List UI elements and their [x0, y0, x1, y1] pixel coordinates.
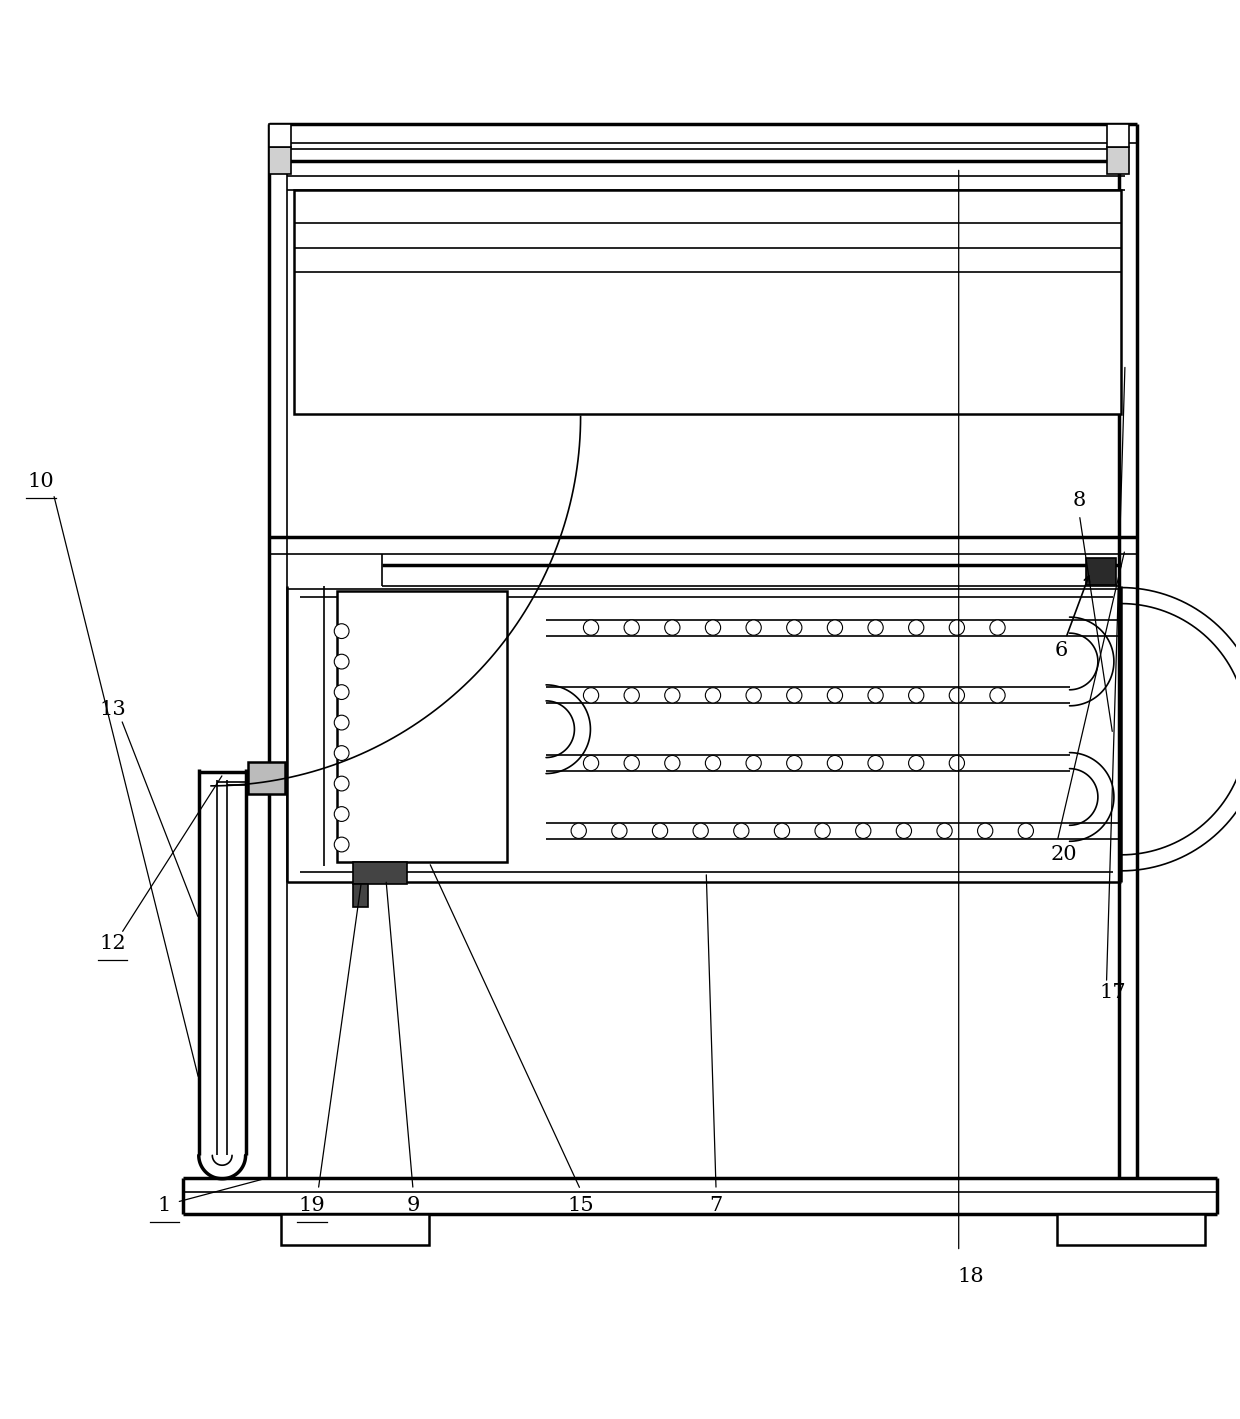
Circle shape [335, 685, 348, 700]
Circle shape [990, 620, 1006, 636]
Circle shape [706, 688, 720, 702]
Text: 13: 13 [99, 700, 126, 719]
Circle shape [624, 688, 640, 702]
Circle shape [335, 624, 348, 639]
Circle shape [335, 654, 348, 668]
Circle shape [950, 755, 965, 771]
Bar [294, 190, 1121, 414]
Circle shape [950, 620, 965, 636]
Circle shape [624, 755, 640, 771]
Text: 18: 18 [957, 1267, 985, 1286]
Circle shape [786, 688, 802, 702]
Circle shape [909, 688, 924, 702]
Circle shape [734, 823, 749, 839]
Circle shape [815, 823, 831, 839]
Bar [248, 762, 285, 795]
Circle shape [335, 806, 348, 822]
Text: 9: 9 [407, 1196, 420, 1215]
Text: 19: 19 [299, 1196, 325, 1215]
Bar [269, 125, 291, 146]
Text: 6: 6 [1054, 641, 1068, 660]
Circle shape [977, 823, 993, 839]
Circle shape [990, 688, 1006, 702]
Circle shape [868, 755, 883, 771]
Circle shape [583, 620, 599, 636]
Circle shape [572, 823, 587, 839]
Bar [1085, 558, 1116, 585]
Text: 10: 10 [27, 473, 55, 491]
Bar [352, 863, 407, 884]
Circle shape [909, 620, 924, 636]
Text: 8: 8 [1073, 491, 1086, 509]
Circle shape [774, 823, 790, 839]
Bar [269, 146, 291, 173]
Circle shape [583, 755, 599, 771]
Bar [1106, 125, 1128, 146]
Circle shape [1018, 823, 1033, 839]
Circle shape [786, 755, 802, 771]
Bar [281, 1215, 429, 1246]
Circle shape [868, 620, 883, 636]
Circle shape [937, 823, 952, 839]
Circle shape [665, 755, 680, 771]
Circle shape [611, 823, 627, 839]
Circle shape [665, 620, 680, 636]
Circle shape [335, 715, 348, 729]
Circle shape [624, 620, 640, 636]
Bar [352, 884, 367, 907]
Circle shape [827, 755, 842, 771]
Bar [1058, 1215, 1205, 1246]
Circle shape [786, 620, 802, 636]
Bar [1106, 146, 1128, 173]
Text: 15: 15 [567, 1196, 594, 1215]
Circle shape [909, 755, 924, 771]
Text: 20: 20 [1050, 846, 1076, 864]
Circle shape [583, 688, 599, 702]
Text: 17: 17 [1100, 983, 1126, 1002]
Circle shape [897, 823, 911, 839]
Circle shape [856, 823, 870, 839]
Circle shape [746, 620, 761, 636]
Circle shape [335, 837, 348, 851]
Text: 12: 12 [99, 934, 126, 954]
Circle shape [868, 688, 883, 702]
Circle shape [706, 620, 720, 636]
Text: 7: 7 [709, 1196, 723, 1215]
Bar [337, 592, 507, 863]
Circle shape [335, 745, 348, 761]
Circle shape [706, 755, 720, 771]
Circle shape [746, 688, 761, 702]
Circle shape [827, 688, 842, 702]
Circle shape [746, 755, 761, 771]
Circle shape [652, 823, 667, 839]
Circle shape [950, 688, 965, 702]
Circle shape [827, 620, 842, 636]
Text: 1: 1 [157, 1196, 171, 1215]
Circle shape [335, 776, 348, 790]
Circle shape [665, 688, 680, 702]
Circle shape [693, 823, 708, 839]
